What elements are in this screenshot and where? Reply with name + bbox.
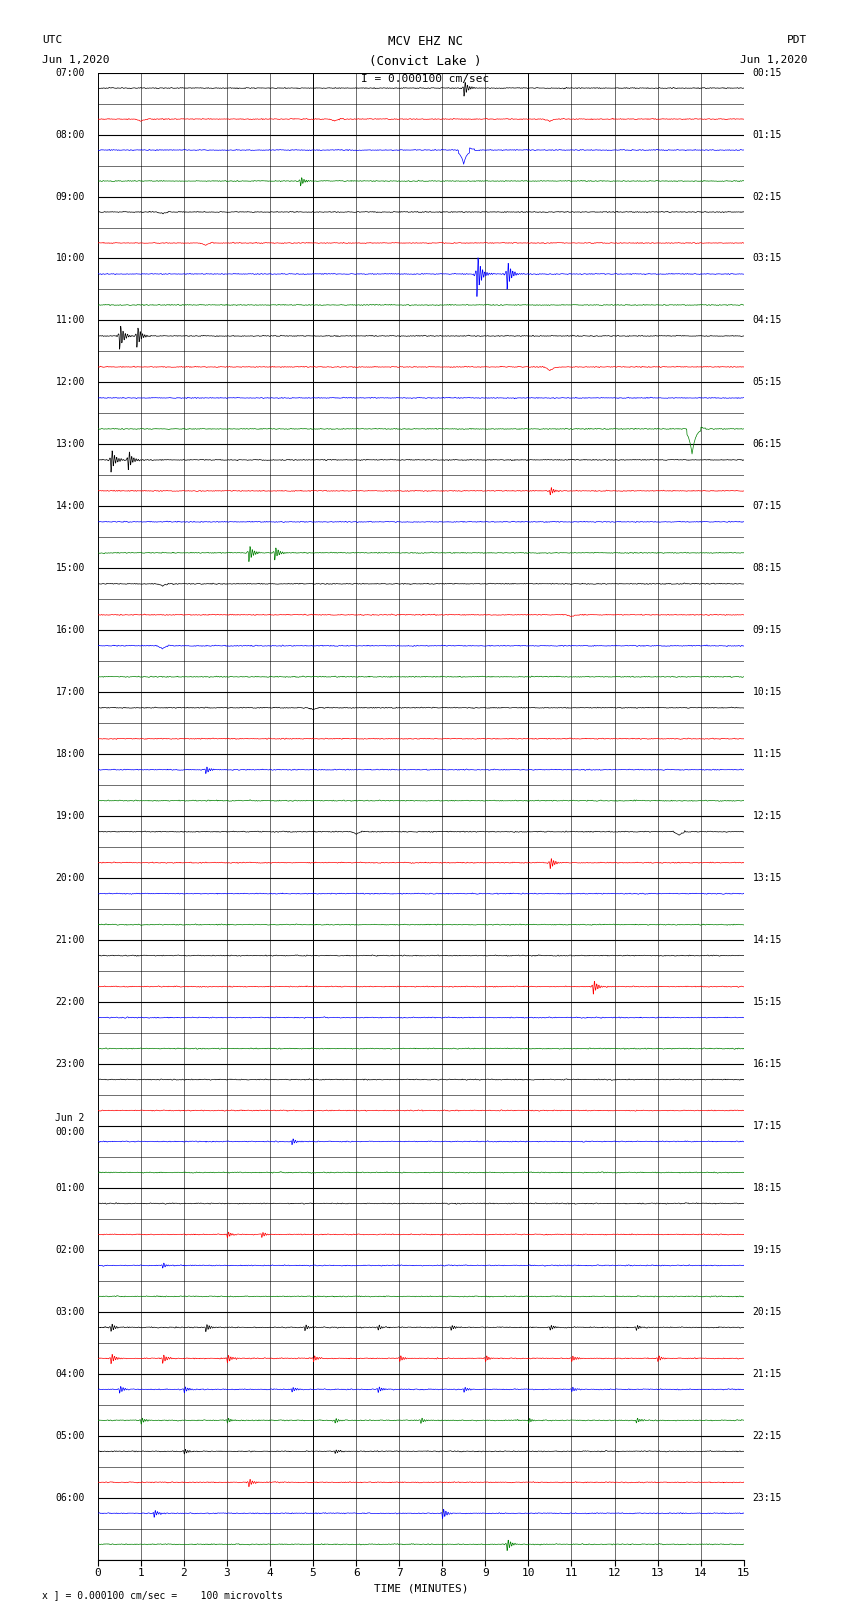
- Text: 10:00: 10:00: [55, 253, 85, 263]
- Text: 02:15: 02:15: [752, 192, 782, 202]
- Text: 17:00: 17:00: [55, 687, 85, 697]
- Text: PDT: PDT: [787, 35, 808, 45]
- Text: 00:15: 00:15: [752, 68, 782, 77]
- Text: 18:00: 18:00: [55, 748, 85, 760]
- Text: 05:15: 05:15: [752, 377, 782, 387]
- Text: 22:00: 22:00: [55, 997, 85, 1007]
- Text: x ] = 0.000100 cm/sec =    100 microvolts: x ] = 0.000100 cm/sec = 100 microvolts: [42, 1590, 283, 1600]
- Text: 19:00: 19:00: [55, 811, 85, 821]
- Text: MCV EHZ NC: MCV EHZ NC: [388, 35, 462, 48]
- Text: 08:15: 08:15: [752, 563, 782, 573]
- Text: 21:15: 21:15: [752, 1369, 782, 1379]
- Text: 21:00: 21:00: [55, 936, 85, 945]
- Text: 17:15: 17:15: [752, 1121, 782, 1131]
- Text: 00:00: 00:00: [55, 1127, 85, 1137]
- Text: 04:00: 04:00: [55, 1369, 85, 1379]
- Text: 09:15: 09:15: [752, 626, 782, 636]
- Text: 03:00: 03:00: [55, 1307, 85, 1316]
- Text: 04:15: 04:15: [752, 316, 782, 326]
- Text: 13:00: 13:00: [55, 439, 85, 450]
- Text: 10:15: 10:15: [752, 687, 782, 697]
- Text: Jun 2: Jun 2: [55, 1113, 85, 1123]
- Text: 11:15: 11:15: [752, 748, 782, 760]
- Text: 06:00: 06:00: [55, 1492, 85, 1503]
- Text: 19:15: 19:15: [752, 1245, 782, 1255]
- Text: (Convict Lake ): (Convict Lake ): [369, 55, 481, 68]
- Text: 15:00: 15:00: [55, 563, 85, 573]
- Text: 07:15: 07:15: [752, 502, 782, 511]
- Text: 06:15: 06:15: [752, 439, 782, 450]
- Text: 20:00: 20:00: [55, 873, 85, 884]
- Text: 22:15: 22:15: [752, 1431, 782, 1440]
- Text: 18:15: 18:15: [752, 1182, 782, 1194]
- Text: 23:15: 23:15: [752, 1492, 782, 1503]
- Text: 11:00: 11:00: [55, 316, 85, 326]
- Text: 15:15: 15:15: [752, 997, 782, 1007]
- Text: 20:15: 20:15: [752, 1307, 782, 1316]
- Text: 12:15: 12:15: [752, 811, 782, 821]
- Text: 13:15: 13:15: [752, 873, 782, 884]
- Text: UTC: UTC: [42, 35, 63, 45]
- Text: 02:00: 02:00: [55, 1245, 85, 1255]
- Text: 08:00: 08:00: [55, 129, 85, 140]
- Text: 14:15: 14:15: [752, 936, 782, 945]
- Text: Jun 1,2020: Jun 1,2020: [740, 55, 808, 65]
- Text: 03:15: 03:15: [752, 253, 782, 263]
- Text: 12:00: 12:00: [55, 377, 85, 387]
- Text: Jun 1,2020: Jun 1,2020: [42, 55, 110, 65]
- Text: 05:00: 05:00: [55, 1431, 85, 1440]
- X-axis label: TIME (MINUTES): TIME (MINUTES): [373, 1584, 468, 1594]
- Text: I = 0.000100 cm/sec: I = 0.000100 cm/sec: [361, 74, 489, 84]
- Text: 16:00: 16:00: [55, 626, 85, 636]
- Text: 09:00: 09:00: [55, 192, 85, 202]
- Text: 01:15: 01:15: [752, 129, 782, 140]
- Text: 14:00: 14:00: [55, 502, 85, 511]
- Text: 23:00: 23:00: [55, 1060, 85, 1069]
- Text: 16:15: 16:15: [752, 1060, 782, 1069]
- Text: 07:00: 07:00: [55, 68, 85, 77]
- Text: 01:00: 01:00: [55, 1182, 85, 1194]
